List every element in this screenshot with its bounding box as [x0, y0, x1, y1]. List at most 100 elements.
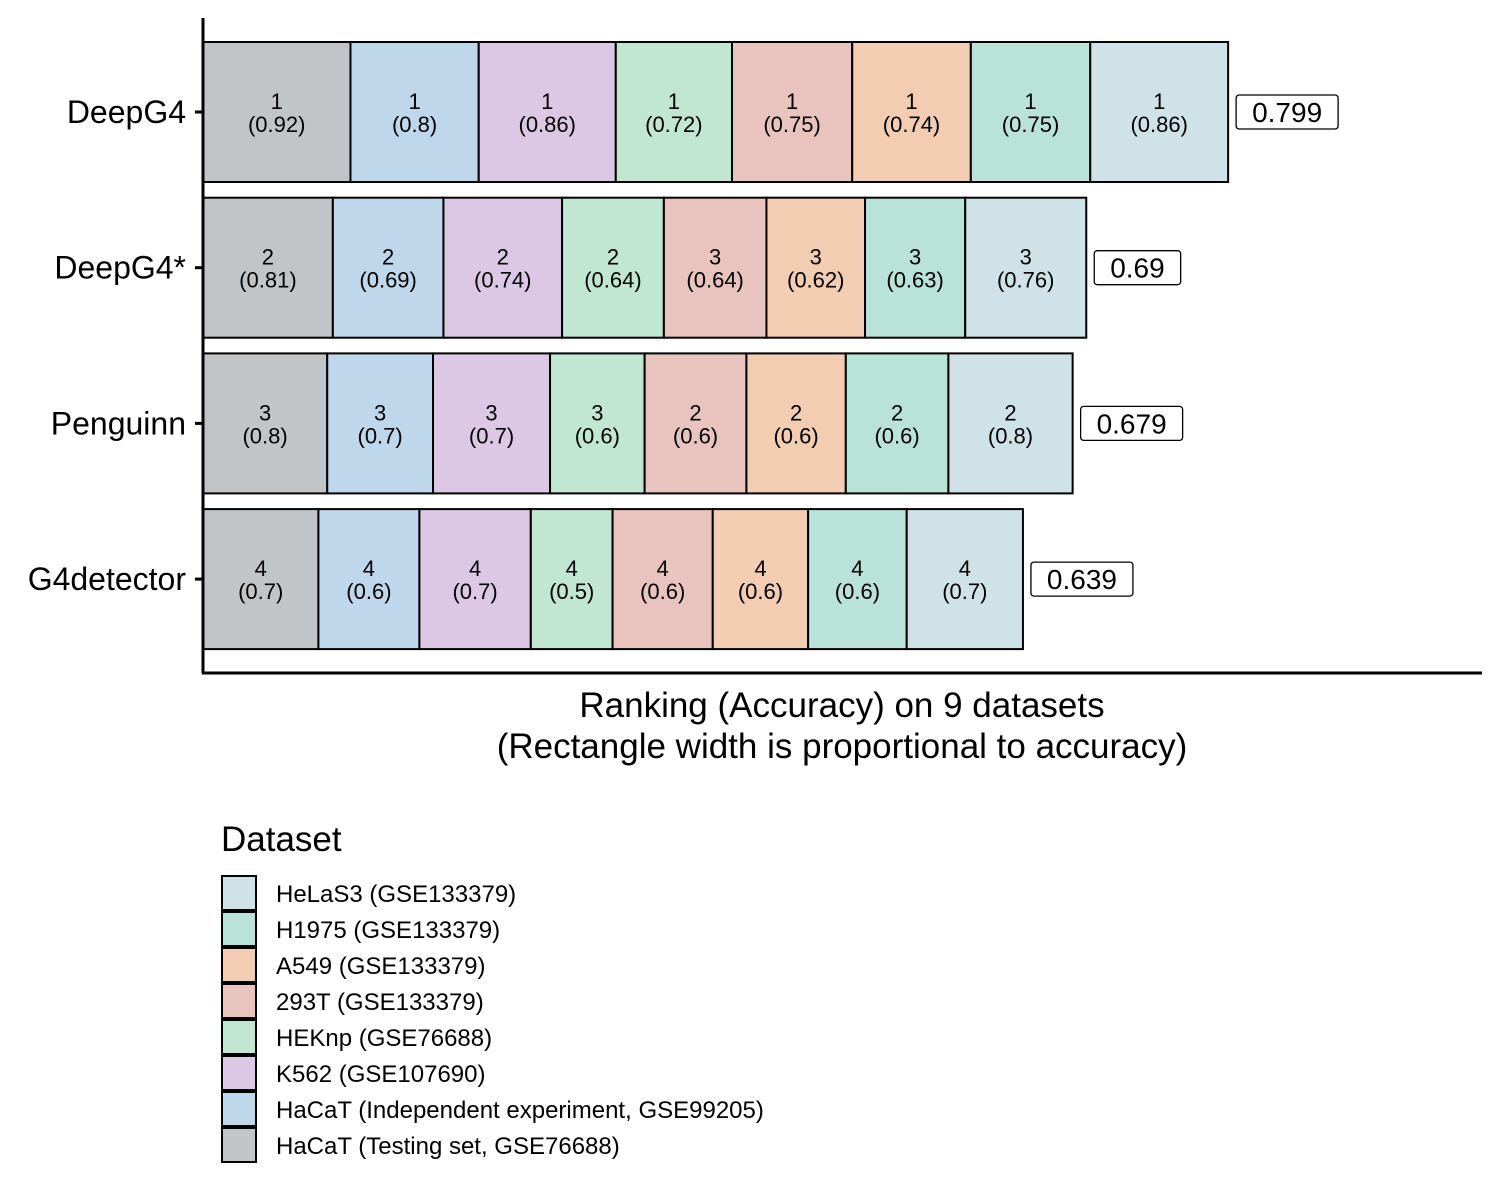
rank-label: 2: [689, 400, 701, 425]
rank-label: 4: [469, 556, 481, 581]
rank-label: 2: [262, 245, 274, 270]
mean-label-box: [1235, 94, 1339, 130]
rank-label: 4: [566, 556, 578, 581]
bar-segment-penguinn-6: [745, 352, 847, 495]
bar-segment-deepg4-7: [969, 41, 1092, 183]
legend-swatch: [221, 875, 257, 911]
mean-label-box: [1079, 405, 1184, 442]
rank-label: 2: [607, 245, 619, 270]
bar-segment-penguinn-5: [643, 352, 748, 495]
rank-label: 1: [1024, 89, 1036, 114]
accuracy-label: (0.75): [763, 112, 820, 137]
rank-label: 2: [1004, 400, 1016, 425]
accuracy-label: (0.7): [452, 579, 497, 604]
mean-accuracy-penguinn: 0.679: [1097, 408, 1167, 439]
bar-segment-deepg4-5: [730, 41, 854, 183]
legend: Dataset HeLaS3 (GSE133379) H1975 (GSE1333…: [221, 820, 764, 1163]
rank-label: 4: [959, 556, 971, 581]
rank-label: 1: [1153, 89, 1165, 114]
rank-label: 1: [668, 89, 680, 114]
accuracy-label: (0.92): [248, 112, 305, 137]
rank-label: 3: [374, 400, 386, 425]
accuracy-label: (0.5): [549, 579, 594, 604]
legend-swatch: [221, 1019, 257, 1055]
legend-item-label: HaCaT (Testing set, GSE76688): [276, 1133, 620, 1160]
legend-item-label: HeLaS3 (GSE133379): [276, 881, 516, 908]
rank-label: 3: [909, 245, 921, 270]
mean-accuracy-labels: 0.799 0.69 0.679 0.639: [1030, 94, 1339, 597]
mean-accuracy-deepg4: 0.69: [1110, 253, 1165, 284]
y-tick-label-penguinn: Penguinn: [51, 405, 186, 441]
y-axis-labels: DeepG4 DeepG4* Penguinn G4detector: [28, 94, 203, 597]
legend-title: Dataset: [221, 820, 342, 859]
legend-swatch: [221, 1055, 257, 1091]
legend-swatch: [221, 983, 257, 1019]
mean-label-box: [1030, 561, 1134, 597]
accuracy-label: (0.6): [575, 423, 620, 448]
bar-segment-penguinn-3: [432, 352, 552, 495]
bar-segment-g4detector-7: [807, 508, 908, 651]
accuracy-label: (0.81): [239, 268, 296, 293]
accuracy-label: (0.7): [358, 423, 403, 448]
mean-accuracy-g4detector: 0.639: [1047, 564, 1117, 595]
accuracy-label: (0.8): [392, 112, 437, 137]
rank-label: 3: [810, 245, 822, 270]
accuracy-label: (0.8): [242, 423, 287, 448]
accuracy-label: (0.8): [988, 423, 1033, 448]
accuracy-label: (0.7): [469, 423, 514, 448]
rank-label: 2: [497, 245, 509, 270]
bar-segment-g4detector-3: [418, 508, 532, 651]
rank-label: 1: [408, 89, 420, 114]
bar-segment-deepg4-6: [851, 41, 972, 183]
rank-label: 2: [891, 400, 903, 425]
legend-swatch: [221, 1127, 257, 1163]
accuracy-label: (0.6): [835, 579, 880, 604]
rank-label: 3: [591, 400, 603, 425]
rank-label: 3: [1020, 245, 1032, 270]
accuracy-label: (0.6): [773, 423, 818, 448]
rank-label: 1: [786, 89, 798, 114]
bar-segment-g4detector-8: [905, 508, 1024, 651]
accuracy-label: (0.62): [787, 268, 844, 293]
accuracy-label: (0.86): [519, 112, 576, 137]
bar-segment-penguinn-2: [326, 352, 435, 495]
accuracy-label: (0.74): [883, 112, 940, 137]
accuracy-label: (0.6): [640, 579, 685, 604]
accuracy-label: (0.76): [997, 268, 1054, 293]
bar-segment-deepg4-8: [964, 196, 1088, 339]
bars-layer: 1(0.92)1(0.8)1(0.86)1(0.72)1(0.75)1(0.74…: [202, 41, 1230, 651]
mean-accuracy-deepg4: 0.799: [1252, 97, 1322, 128]
bar-segment-penguinn-4: [549, 352, 646, 495]
rank-label: 2: [382, 245, 394, 270]
accuracy-label: (0.63): [886, 268, 943, 293]
accuracy-label: (0.69): [359, 268, 416, 293]
legend-item-label: K562 (GSE107690): [276, 1061, 485, 1088]
accuracy-label: (0.6): [673, 423, 718, 448]
bar-segment-deepg4-2: [349, 41, 480, 183]
rank-label: 1: [905, 89, 917, 114]
bar-segment-penguinn-7: [844, 352, 950, 495]
y-tick-label-g4detector: G4detector: [28, 561, 187, 597]
legend-item-label: H1975 (GSE133379): [276, 917, 500, 944]
rank-label: 4: [255, 556, 267, 581]
y-tick-label-deepg4: DeepG4*: [54, 250, 186, 286]
legend-item-label: HEKnp (GSE76688): [276, 1025, 492, 1052]
bar-segment-g4detector-4: [529, 508, 614, 651]
legend-item-label: A549 (GSE133379): [276, 953, 485, 980]
rank-label: 3: [485, 400, 497, 425]
legend-swatch: [221, 1091, 257, 1127]
bar-segment-deepg4-4: [561, 196, 665, 339]
bar-segment-deepg4-3: [477, 41, 617, 183]
x-axis-label-line1: Ranking (Accuracy) on 9 datasets: [579, 686, 1104, 725]
accuracy-label: (0.74): [474, 268, 531, 293]
accuracy-label: (0.6): [738, 579, 783, 604]
accuracy-label: (0.7): [942, 579, 987, 604]
bar-segment-g4detector-5: [611, 508, 714, 651]
rank-label: 1: [541, 89, 553, 114]
accuracy-label: (0.75): [1002, 112, 1059, 137]
bar-segment-g4detector-1: [202, 508, 320, 651]
rank-label: 4: [851, 556, 863, 581]
legend-swatch: [221, 911, 257, 947]
accuracy-label: (0.64): [584, 268, 641, 293]
bar-segment-deepg4-8: [1089, 41, 1230, 183]
